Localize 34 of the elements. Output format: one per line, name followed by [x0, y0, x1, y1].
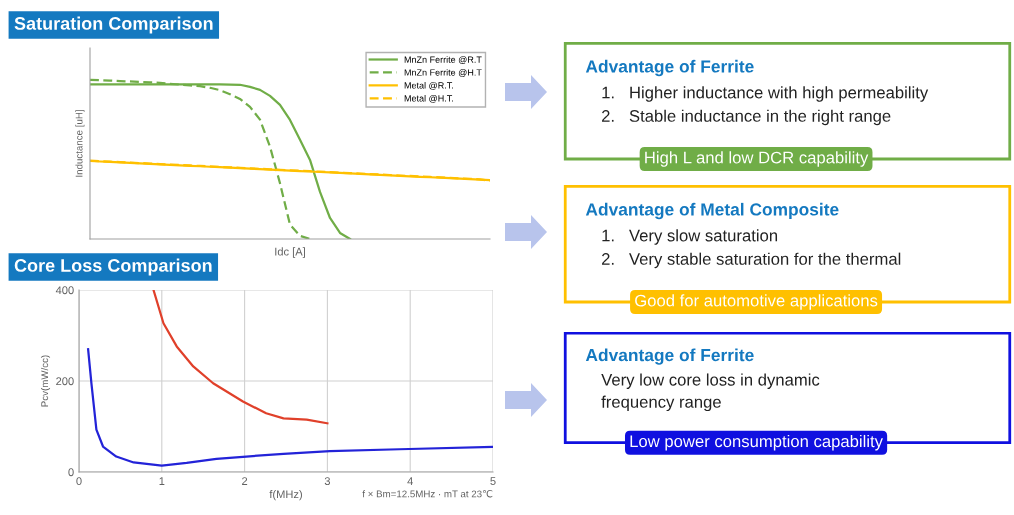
text: High L and low DCR capability — [645, 151, 869, 167]
y-tick-label: 400 — [55, 286, 74, 295]
legend-label: Metal @H.T. — [404, 94, 453, 103]
y-tick-label: 0 — [68, 468, 74, 477]
x-axis-title: f(MHz) — [269, 490, 302, 501]
text: 2. Very stable saturation for the thermal — [602, 252, 901, 269]
text: Good for automotive applications — [635, 294, 878, 310]
x-axis-title: Idc [A] — [275, 247, 305, 258]
text: Advantage of Ferrite — [585, 59, 754, 77]
chart-title: Saturation Comparison — [14, 16, 213, 34]
x-tick-label: 2 — [242, 477, 248, 485]
text: Advantage of Metal Composite — [585, 202, 839, 220]
x-tick-label: 5 — [490, 477, 496, 486]
text: frequency range — [601, 395, 721, 412]
y-axis-title: Pcv(mW/cc) — [40, 355, 51, 407]
x-tick-label: 3 — [324, 477, 330, 486]
x-tick-label: 4 — [407, 477, 413, 485]
legend-label: MnZn Ferrite @H.T — [404, 69, 482, 77]
x-tick-label: 1 — [159, 477, 165, 485]
text: 2. Stable inductance in the right range — [602, 109, 891, 126]
legend-label: Metal @R.T. — [404, 81, 453, 90]
text: 1. Higher inductance with high permeability — [602, 86, 929, 102]
y-axis-title: Inductance [uH] — [75, 110, 85, 177]
x-tick-label: 0 — [76, 477, 82, 486]
text: Low power consumption capability — [630, 434, 883, 451]
y-tick-label: 200 — [56, 377, 74, 386]
text: 1. Very slow saturation — [602, 229, 778, 245]
text: Very low core loss in dynamic — [601, 373, 820, 389]
legend-label: MnZn Ferrite @R.T — [404, 56, 482, 64]
text: Advantage of Ferrite — [585, 348, 754, 365]
chart-title: Core Loss Comparison — [14, 258, 212, 276]
line-series — [87, 348, 493, 467]
line-series — [152, 290, 329, 425]
text: f × Bm=12.5MHz · mT at 23℃ — [362, 490, 493, 498]
